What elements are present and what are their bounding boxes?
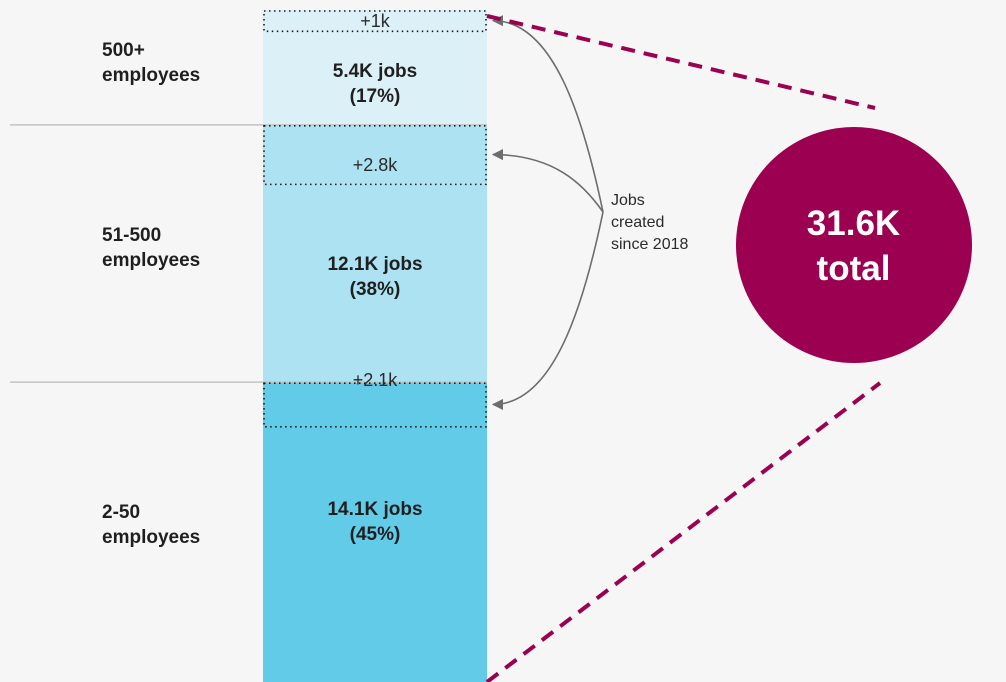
annotation-arrow-small [491, 211, 604, 411]
category-label-large-line-2: employees [102, 65, 201, 86]
segment-label-medium: 12.1K jobs (38%) [263, 252, 487, 302]
segment-value-large: 5.4K jobs [332, 61, 418, 82]
connector-bottom [485, 381, 882, 682]
annotation-line-2: created [611, 214, 665, 231]
segment-value-medium: 12.1K jobs [327, 254, 423, 275]
annotation-arrow-large [491, 15, 604, 213]
added-label-small: +2.1k [352, 370, 398, 390]
bar-segment-small [263, 382, 487, 682]
category-label-large: 500+ employees [102, 38, 200, 88]
bar-segment-large [263, 10, 487, 125]
added-label-medium: +2.8k [352, 155, 398, 175]
segment-label-small: 14.1K jobs (45%) [263, 497, 487, 547]
category-label-small-line-2: employees [102, 527, 201, 548]
added-box-large [263, 10, 487, 33]
added-label-large: +1k [360, 11, 390, 31]
category-label-small-line-1: 2-50 [102, 502, 141, 523]
category-label-medium-line-1: 51-500 [102, 225, 162, 246]
category-label-medium-line-2: employees [102, 250, 201, 271]
connector-top [486, 14, 876, 110]
annotation-jobs-created: Jobs created since 2018 [611, 190, 688, 256]
segment-share-large: (17%) [349, 86, 401, 107]
category-label-small: 2-50 employees [102, 500, 200, 550]
category-label-medium: 51-500 employees [102, 223, 200, 273]
total-word: total [816, 249, 891, 288]
segment-share-medium: (38%) [349, 279, 401, 300]
annotation-line-3: since 2018 [611, 236, 689, 253]
total-label: 31.6K total [741, 201, 966, 291]
category-label-large-line-1: 500+ [102, 40, 145, 61]
total-circle [736, 127, 972, 363]
segment-value-small: 14.1K jobs [327, 499, 423, 520]
annotation-line-1: Jobs [611, 192, 645, 209]
added-box-small [263, 382, 487, 428]
segment-share-small: (45%) [349, 524, 401, 545]
annotation-arrow-medium [491, 149, 604, 213]
bar-segment-medium [263, 124, 487, 383]
total-value: 31.6K [806, 204, 901, 243]
segment-label-large: 5.4K jobs (17%) [263, 59, 487, 109]
added-box-medium [263, 125, 487, 186]
